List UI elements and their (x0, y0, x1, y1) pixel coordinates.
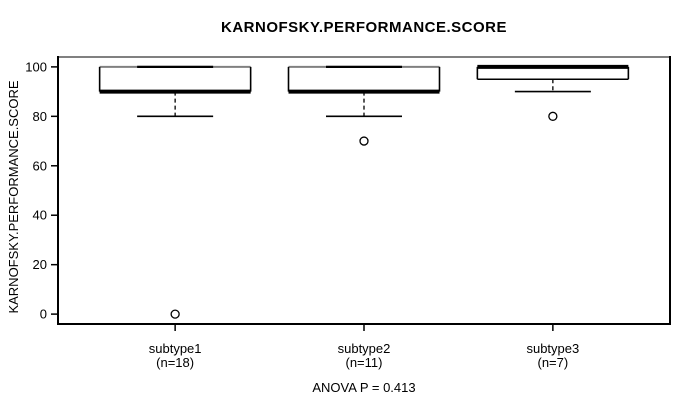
outlier-point (359, 136, 369, 146)
box-body (288, 66, 440, 92)
group-sublabel: (n=7) (538, 355, 569, 370)
box-body (99, 66, 251, 92)
boxplot-subtype3: subtype3(n=7) (476, 64, 630, 370)
y-tick-label: 80 (33, 109, 47, 124)
chart-title: KARNOFSKY.PERFORMANCE.SCORE (220, 19, 508, 36)
box-body (477, 66, 629, 80)
group-label: subtype1 (149, 341, 202, 356)
boxplot-subtype2: subtype2(n=11) (287, 65, 441, 370)
group-sublabel: (n=18) (156, 355, 194, 370)
outlier-point (548, 111, 558, 121)
group-label: subtype3 (526, 341, 579, 356)
y-tick-label: 40 (33, 208, 47, 223)
y-tick-label: 20 (33, 257, 47, 272)
y-tick-label: 100 (25, 59, 47, 74)
group-sublabel: (n=11) (346, 355, 383, 370)
anova-annotation: ANOVA P = 0.413 (312, 380, 416, 395)
y-tick-label: 60 (33, 158, 47, 173)
plot-frame (57, 56, 671, 325)
group-label: subtype2 (338, 341, 391, 356)
y-tick-label: 0 (40, 307, 47, 322)
boxplot-subtype1: subtype1(n=18) (98, 65, 252, 370)
y-axis: 0 20 40 60 80 100 (25, 59, 58, 322)
outlier-point (170, 309, 180, 319)
